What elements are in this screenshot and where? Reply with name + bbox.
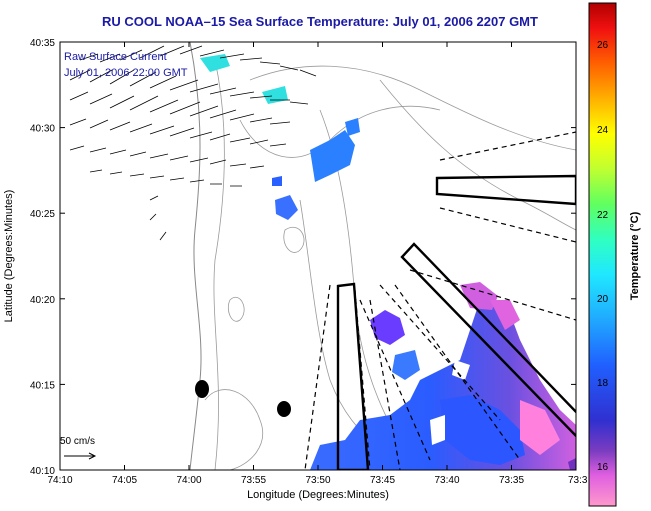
buoy-marker: [195, 380, 209, 398]
x-tick-label: 73:40: [434, 475, 459, 486]
map-contents: [69, 42, 576, 470]
colorbar-tick: 22: [597, 210, 609, 221]
x-tick-label: 74:05: [112, 475, 137, 486]
y-tick-label: 40:25: [30, 209, 55, 220]
scale-arrowhead: [88, 452, 97, 460]
x-tick-marks: [59, 42, 512, 470]
x-tick-label: 73:45: [370, 475, 395, 486]
x-tick-label: 74:10: [47, 475, 72, 486]
x-tick-label: 74:00: [176, 475, 201, 486]
colorbar-tick: 16: [597, 462, 609, 473]
y-tick-label: 40:30: [30, 124, 55, 135]
buoy-marker: [277, 401, 291, 417]
current-legend-title: Raw Surface Current: [64, 51, 167, 63]
y-tick-label: 40:10: [30, 466, 55, 477]
radar-sector-lines: [304, 131, 576, 470]
y-axis-title: Latitude (Degrees:Minutes): [3, 190, 15, 323]
x-tick-label: 73:3: [568, 475, 588, 486]
current-legend-date: July 01, 2006 22:00 GMT: [64, 67, 188, 79]
x-tick-label: 73:35: [499, 475, 524, 486]
x-tick-labels: 74:10 74:05 74:00 73:55 73:50 73:45 73:4…: [47, 475, 587, 486]
colorbar: [588, 2, 617, 507]
colorbar-tick: 20: [597, 294, 609, 305]
colorbar-tick-labels: 26 24 22 20 18 16: [597, 40, 609, 473]
survey-boxes: [336, 174, 576, 470]
y-tick-labels: 40:35 40:30 40:25 40:20 40:15 40:10: [30, 38, 55, 477]
x-tick-label: 73:50: [305, 475, 330, 486]
x-tick-label: 73:55: [241, 475, 266, 486]
y-tick-label: 40:20: [30, 295, 55, 306]
x-axis-title: Longitude (Degrees:Minutes): [247, 489, 389, 501]
y-tick-marks: [60, 41, 576, 471]
colorbar-tick: 18: [597, 378, 609, 389]
colorbar-tick: 26: [597, 40, 609, 51]
colorbar-tick: 24: [597, 125, 609, 136]
y-tick-label: 40:15: [30, 380, 55, 391]
scale-label: 50 cm/s: [60, 436, 95, 447]
y-tick-label: 40:35: [30, 38, 55, 49]
map-title: RU COOL NOAA–15 Sea Surface Temperature:…: [102, 14, 538, 29]
colorbar-title: Temperature (°C): [629, 211, 641, 300]
current-vectors: [69, 45, 317, 241]
